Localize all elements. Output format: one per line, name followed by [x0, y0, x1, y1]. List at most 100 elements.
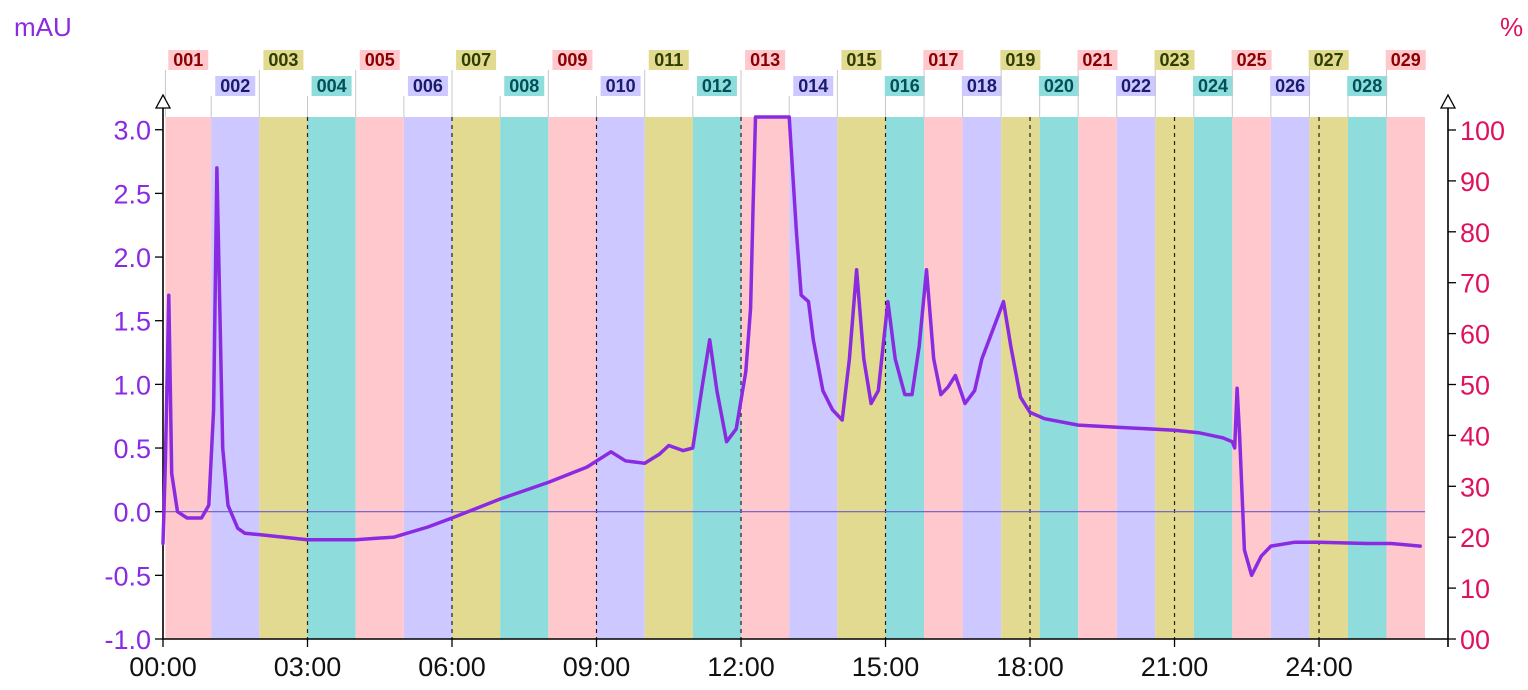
- fraction-band: [1232, 117, 1271, 639]
- fraction-label-box: [793, 76, 834, 96]
- y-tick-label-left: 0.5: [113, 434, 151, 464]
- fraction-label-box: [504, 76, 545, 96]
- fraction-band: [644, 117, 693, 639]
- y-tick-label-right: 50: [1460, 371, 1490, 401]
- fraction-label: 015: [846, 50, 876, 70]
- fraction-band: [548, 117, 597, 639]
- fraction-band: [741, 117, 790, 639]
- series-layer: [161, 115, 1422, 578]
- fraction-label-box: [1038, 76, 1079, 96]
- y-axis-left-unit: mAU: [14, 12, 72, 42]
- y-tick-label-right: 00: [1460, 625, 1490, 655]
- fraction-label: 006: [413, 76, 443, 96]
- fraction-band: [837, 117, 886, 639]
- fraction-label: 001: [173, 50, 203, 70]
- fraction-label-box: [745, 50, 786, 70]
- x-tick-label: 00:00: [129, 652, 197, 682]
- x-tick-label: 09:00: [563, 652, 631, 682]
- x-tick-label: 06:00: [418, 652, 486, 682]
- y-tick-label-right: 90: [1460, 167, 1490, 197]
- fraction-label: 007: [461, 50, 491, 70]
- y-tick-label-left: 3.0: [113, 116, 151, 146]
- fraction-label: 021: [1082, 50, 1112, 70]
- fraction-label-box: [923, 50, 964, 70]
- fraction-labels: 001 002 003 004 005 006 007 008 009 010 011 012 013 0…: [164, 50, 1426, 117]
- fraction-label: 009: [557, 50, 587, 70]
- y-axis-right-arrow: [1439, 93, 1457, 109]
- y-tick-label-right: 20: [1460, 523, 1490, 553]
- fraction-label-box: [961, 76, 1002, 96]
- fraction-label: 025: [1237, 50, 1267, 70]
- y-tick-label-left: 1.5: [113, 307, 151, 337]
- fraction-band: [403, 117, 453, 639]
- fraction-band: [355, 117, 404, 639]
- fraction-band: [259, 117, 308, 639]
- y-tick-label-left: -0.5: [104, 561, 151, 591]
- fraction-label-box: [1115, 76, 1156, 96]
- fraction-label-box: [1154, 50, 1195, 70]
- y-tick-label-right: 70: [1460, 269, 1490, 299]
- grid-lines: [163, 117, 1425, 639]
- x-tick-label: 21:00: [1141, 652, 1209, 682]
- fraction-band: [1193, 117, 1233, 639]
- fraction-band: [452, 117, 501, 639]
- fraction-label-box: [600, 76, 641, 96]
- fraction-label-box: [1270, 76, 1311, 96]
- y-tick-label-left: 1.0: [113, 370, 151, 400]
- fraction-label: 017: [928, 50, 958, 70]
- fraction-label: 022: [1121, 76, 1151, 96]
- fraction-label-box: [1347, 76, 1388, 96]
- fraction-label: 020: [1044, 76, 1074, 96]
- y-tick-label-left: -1.0: [104, 625, 151, 655]
- fraction-band: [1078, 117, 1117, 639]
- fraction-band: [962, 117, 1002, 639]
- y-tick-label-left: 2.0: [113, 243, 151, 273]
- fraction-label-box: [168, 50, 209, 70]
- fraction-label: 023: [1160, 50, 1190, 70]
- fraction-label-box: [841, 50, 882, 70]
- fraction-label-box: [552, 50, 593, 70]
- fraction-band: [789, 117, 838, 639]
- fraction-label: 005: [365, 50, 395, 70]
- fraction-label-box: [359, 50, 400, 70]
- fraction-bands: [165, 117, 1425, 639]
- fraction-band: [1309, 117, 1348, 639]
- fraction-label-box: [1308, 50, 1349, 70]
- y-tick-label-right: 100: [1460, 116, 1505, 146]
- fraction-label-box: [1193, 76, 1234, 96]
- fraction-label: 012: [702, 76, 732, 96]
- fraction-label-box: [1077, 50, 1118, 70]
- fraction-label: 029: [1391, 50, 1421, 70]
- y-tick-label-right: 30: [1460, 472, 1490, 502]
- fraction-label: 013: [750, 50, 780, 70]
- fraction-band: [165, 117, 212, 639]
- y-tick-label-right: 40: [1460, 421, 1490, 451]
- x-tick-label: 18:00: [996, 652, 1064, 682]
- y-tick-label-left: 0.0: [113, 498, 151, 528]
- fraction-label: 027: [1314, 50, 1344, 70]
- fraction-label: 024: [1198, 76, 1228, 96]
- absorbance-trace: [161, 115, 1422, 578]
- x-tick-label: 12:00: [707, 652, 775, 682]
- fraction-band: [1270, 117, 1310, 639]
- y-tick-label-right: 80: [1460, 218, 1490, 248]
- fraction-band: [307, 117, 356, 639]
- fraction-label: 004: [317, 76, 347, 96]
- fraction-label-box: [1000, 50, 1041, 70]
- fraction-band: [1039, 117, 1079, 639]
- fraction-band: [885, 117, 925, 639]
- axes: [154, 93, 1457, 647]
- fraction-label-box: [263, 50, 304, 70]
- fraction-label: 010: [606, 76, 636, 96]
- fraction-label: 028: [1352, 76, 1382, 96]
- fraction-label-box: [1231, 50, 1272, 70]
- y-axis-right-unit: %: [1500, 12, 1523, 42]
- fraction-band: [692, 117, 742, 639]
- fraction-label: 003: [268, 50, 298, 70]
- fraction-label: 008: [509, 76, 539, 96]
- tick-labels: 3.0 2.5 2.0 1.5 1.0 0.5 0.0 -0.5 -1.0 100 90 80 70 60…: [104, 116, 1505, 682]
- fraction-band: [1001, 117, 1040, 639]
- fraction-label: 011: [654, 50, 683, 70]
- fraction-label: 014: [798, 76, 828, 96]
